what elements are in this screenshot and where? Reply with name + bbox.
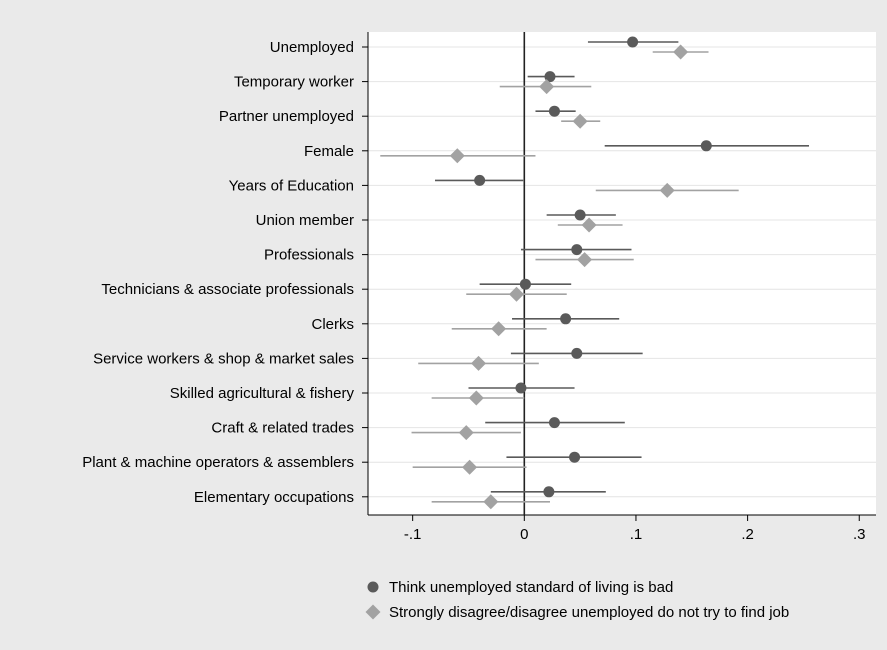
x-tick-label: .3 <box>853 526 866 543</box>
legend-diamond-marker <box>365 604 381 620</box>
diamond-marker <box>468 390 484 406</box>
point-marker <box>544 71 556 83</box>
point-marker <box>548 105 560 117</box>
y-tick-label: Female <box>304 143 354 160</box>
point-marker <box>560 313 572 325</box>
plot-area <box>368 32 876 515</box>
point-marker <box>627 36 639 48</box>
y-tick-label: Technicians & associate professionals <box>101 281 354 298</box>
diamond-marker <box>673 44 689 60</box>
diamond-marker <box>508 286 524 302</box>
point-marker <box>543 486 555 498</box>
point-marker <box>569 451 581 463</box>
point-marker <box>519 278 531 290</box>
y-tick-label: Union member <box>256 212 354 229</box>
y-tick-label: Craft & related trades <box>211 420 354 437</box>
y-tick-label: Partner unemployed <box>219 108 354 125</box>
diamond-marker <box>659 182 675 198</box>
point-marker <box>571 244 583 256</box>
y-tick-label: Years of Education <box>229 177 354 194</box>
point-marker <box>571 347 583 359</box>
legend-label: Think unemployed standard of living is b… <box>389 579 673 596</box>
x-tick-label: -.1 <box>404 526 422 543</box>
diamond-marker <box>471 355 487 371</box>
x-tick-label: .1 <box>630 526 643 543</box>
y-tick-label: Service workers & shop & market sales <box>93 350 354 367</box>
y-tick-label: Professionals <box>264 247 354 264</box>
legend: Think unemployed standard of living is b… <box>365 579 789 621</box>
diamond-marker <box>577 252 593 268</box>
x-tick-label: 0 <box>520 526 528 543</box>
diamond-marker <box>449 148 465 164</box>
legend-label: Strongly disagree/disagree unemployed do… <box>389 604 789 621</box>
point-marker <box>515 382 527 394</box>
diamond-marker <box>539 79 555 95</box>
y-tick-label: Elementary occupations <box>194 489 354 506</box>
diamond-marker <box>581 217 597 233</box>
diamond-marker <box>572 113 588 129</box>
diamond-marker <box>462 459 478 475</box>
point-marker <box>700 140 712 152</box>
diamond-marker <box>483 494 499 510</box>
legend-circle-marker <box>367 581 379 593</box>
y-tick-label: Plant & machine operators & assemblers <box>82 454 354 471</box>
x-tick-label: .2 <box>741 526 754 543</box>
point-marker <box>548 417 560 429</box>
y-tick-label: Unemployed <box>270 39 354 56</box>
diamond-marker <box>458 425 474 441</box>
plot-layer: -.1 0 .1 .2 .3 Unemployed Temporary worker Part… <box>82 32 876 543</box>
y-tick-label: Temporary worker <box>234 74 354 91</box>
diamond-marker <box>491 321 507 337</box>
point-marker <box>574 209 586 221</box>
y-tick-label: Clerks <box>311 316 354 333</box>
y-tick-label: Skilled agricultural & fishery <box>170 385 355 402</box>
point-marker <box>474 174 486 186</box>
